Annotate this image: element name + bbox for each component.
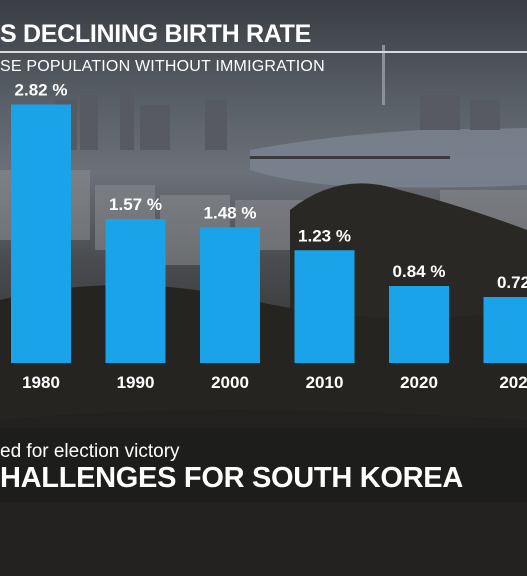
value-label-202: 0.72 [497, 273, 527, 292]
lower-third-band [0, 428, 527, 502]
lower-third-headline: HALLENGES FOR SOUTH KOREA [0, 462, 463, 494]
lower-third-caption: ed for election victory [0, 441, 180, 462]
value-label-2020: 0.84 % [393, 262, 446, 281]
value-label-2000: 1.48 % [204, 203, 257, 222]
category-label-1990: 1990 [117, 373, 155, 392]
category-label-2010: 2010 [306, 373, 344, 392]
category-label-2020: 2020 [400, 373, 438, 392]
bar-2000 [200, 227, 260, 363]
category-label-1980: 1980 [22, 373, 60, 392]
value-label-1990: 1.57 % [109, 195, 162, 214]
bar-1980 [11, 104, 71, 363]
title-divider [0, 51, 527, 53]
bar-1990 [105, 219, 166, 363]
bar-202 [483, 297, 527, 363]
category-label-202: 202 [499, 373, 527, 392]
chart-title: S DECLINING BIRTH RATE [0, 20, 311, 48]
bar-2020 [389, 286, 449, 363]
value-label-2010: 1.23 % [298, 226, 351, 245]
bar-2010 [294, 250, 355, 363]
category-label-2000: 2000 [211, 373, 249, 392]
value-label-1980: 2.82 % [15, 81, 68, 100]
chart-subtitle: SE POPULATION WITHOUT IMMIGRATION [0, 58, 325, 75]
